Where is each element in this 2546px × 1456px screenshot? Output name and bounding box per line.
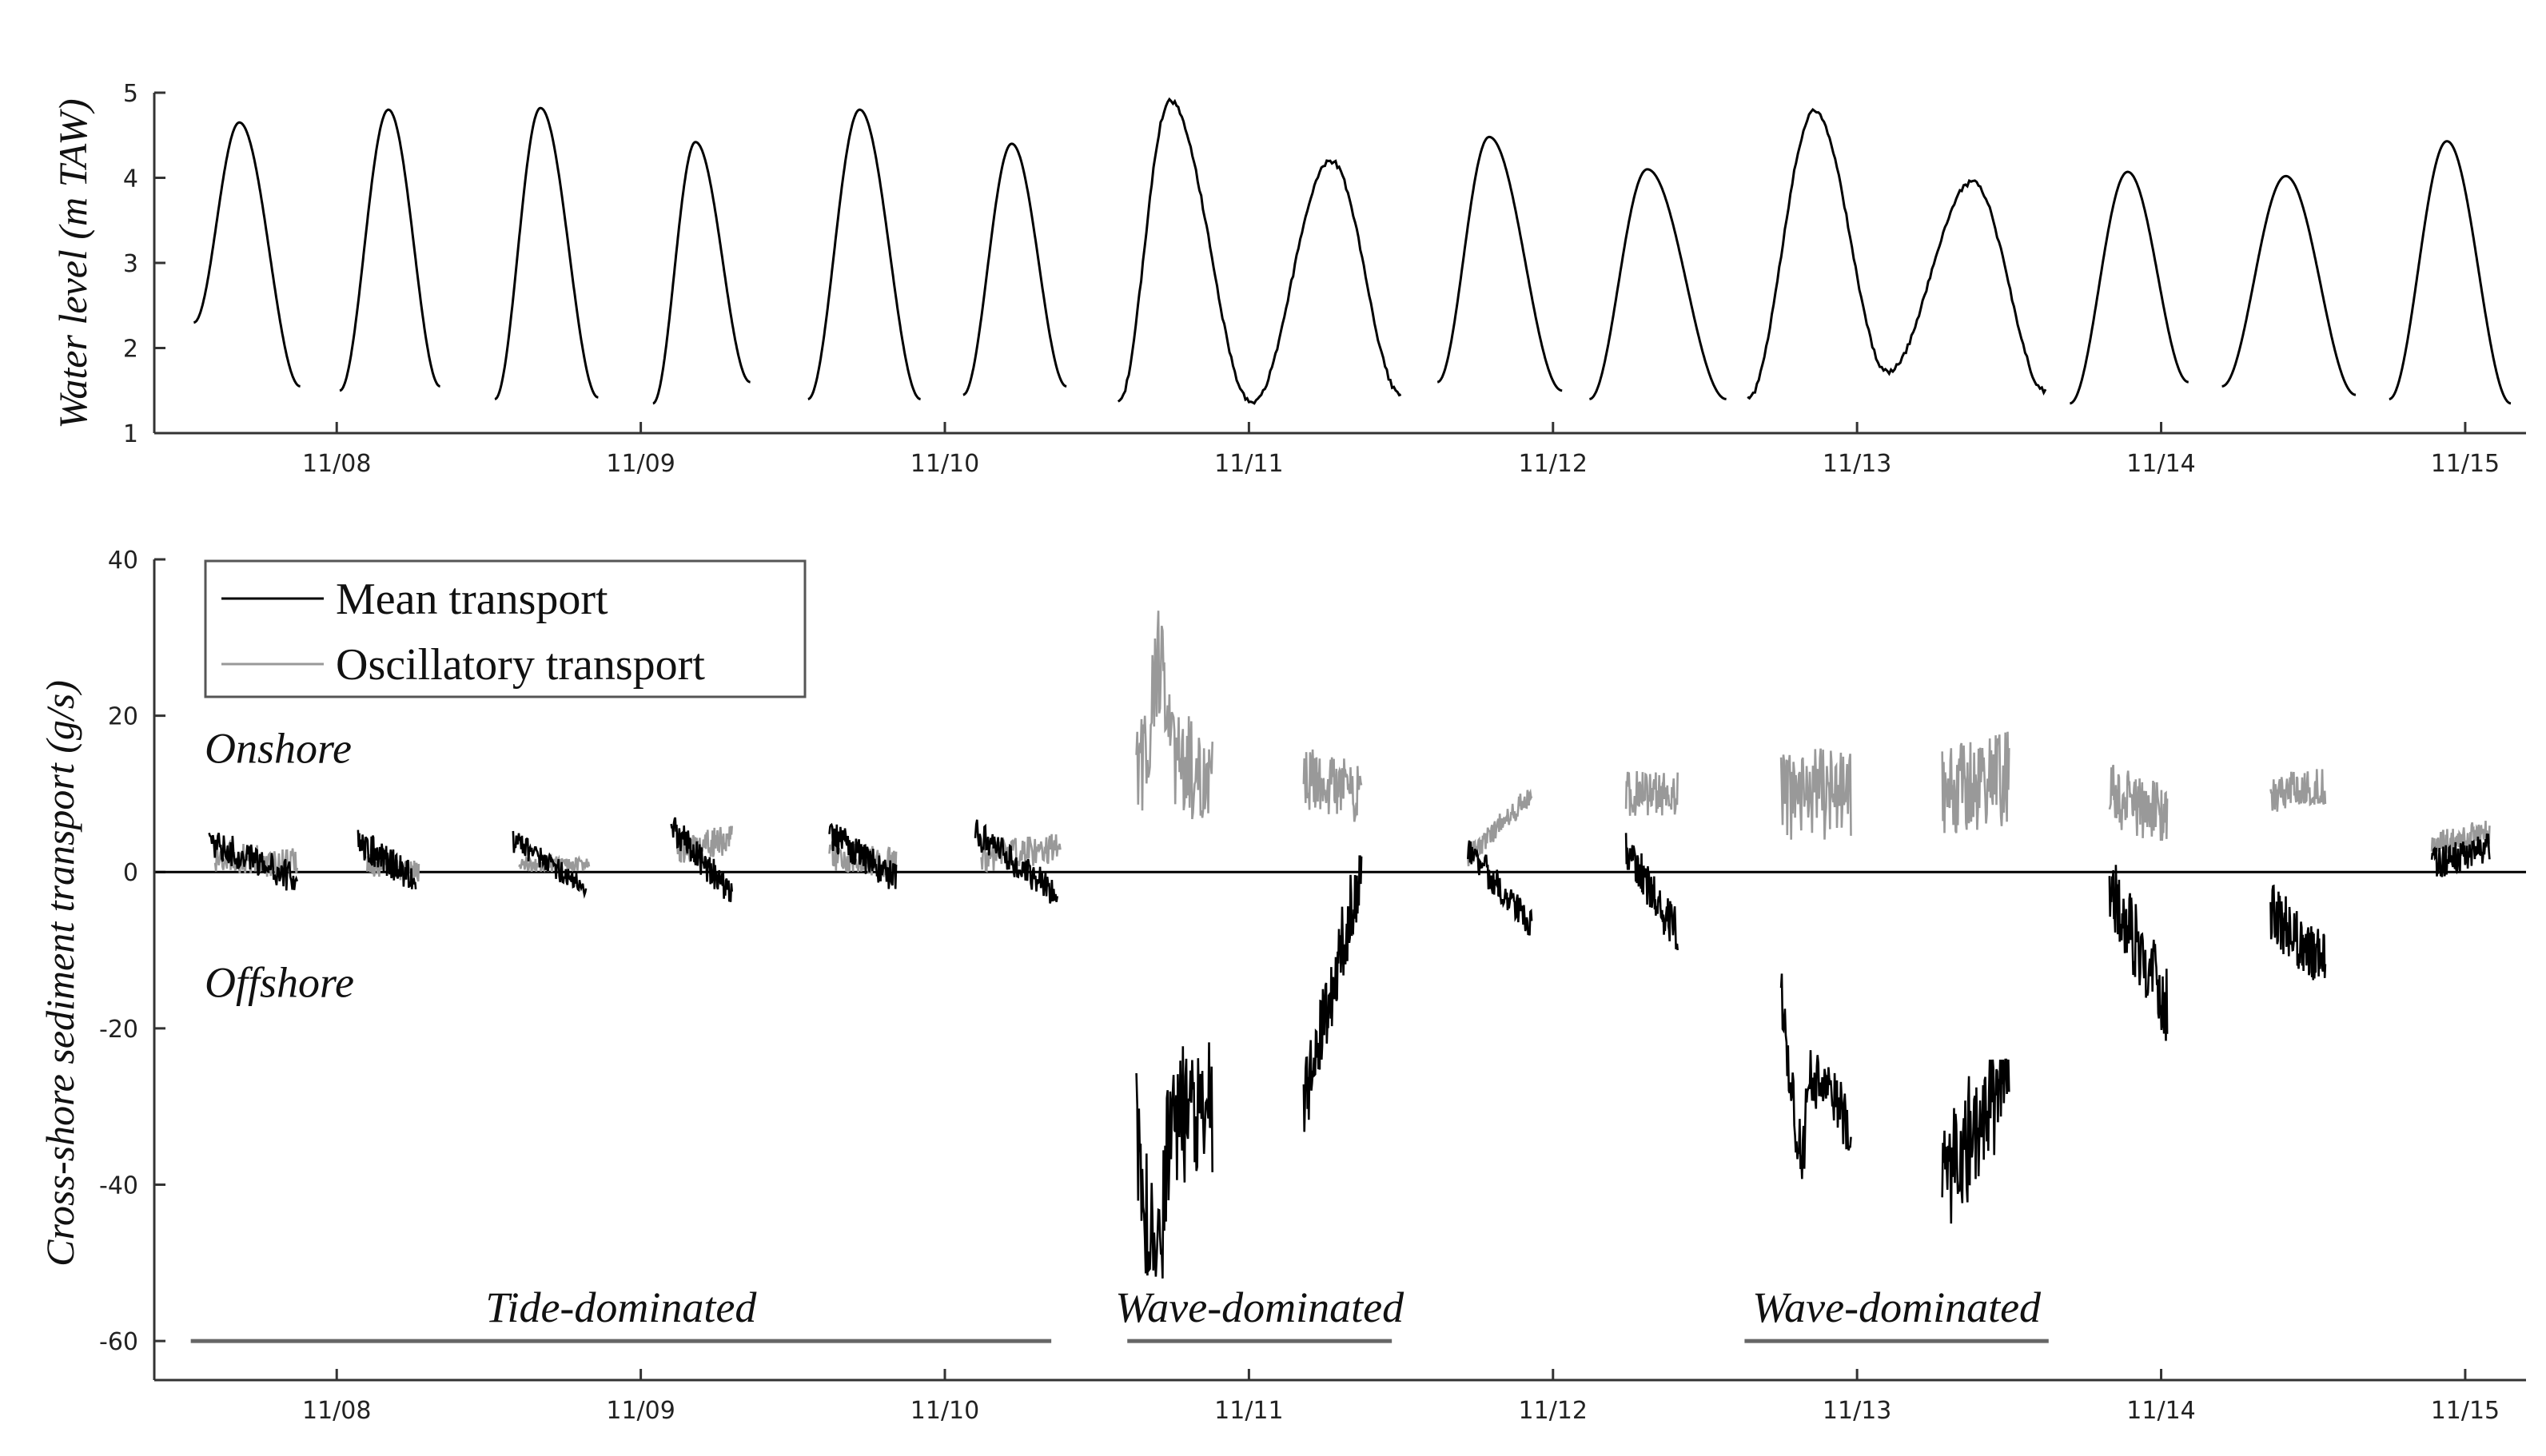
water-level-segment (1589, 168, 1727, 400)
water-level-segment (193, 121, 301, 388)
regime-label: Wave-dominated (1752, 1283, 2042, 1331)
water-level-x-tick-label: 11/09 (606, 450, 675, 478)
water-level-segment (494, 106, 599, 400)
mean-transport-burst (1941, 1058, 2010, 1224)
transport-y-tick-label: 40 (108, 547, 138, 575)
water-level-y-tick-label: 2 (123, 336, 138, 364)
direction-annotations: Onshore Offshore (205, 724, 354, 1006)
oscillatory-transport-burst (980, 833, 1062, 873)
legend: Mean transport Oscillatory transport (204, 559, 807, 698)
water-level-y-tick-label: 5 (123, 80, 138, 108)
water-level-x-tick-label: 11/14 (2126, 450, 2195, 478)
mean-transport-burst (1624, 833, 1679, 951)
water-level-x-tick-label: 11/08 (302, 450, 371, 478)
water-level-y-tick-label: 4 (123, 165, 138, 193)
mean-transport-burst (1302, 855, 1363, 1132)
water-level-y-ticks: 1 2 3 4 5 (123, 80, 165, 448)
mean-transport-burst (670, 817, 733, 902)
water-level-x-tick-label: 11/15 (2431, 450, 2500, 478)
water-level-segment (1117, 97, 1402, 405)
transport-x-tick-label: 11/09 (606, 1397, 675, 1425)
regime-label: Wave-dominated (1115, 1283, 1404, 1331)
transport-y-tick-label: -40 (99, 1172, 138, 1199)
transport-panel: 40 20 0 -20 -40 -60 11/08 11/09 11/10 11/11 11/12… (38, 547, 2526, 1425)
transport-y-tick-label: 0 (123, 859, 138, 887)
oscillatory-transport-burst (1624, 770, 1679, 816)
transport-x-tick-label: 11/08 (302, 1397, 371, 1425)
water-level-y-axis-label: Water level (m TAW) (50, 98, 95, 428)
mean-transport-burst (208, 832, 299, 891)
mean-transport-burst (1779, 973, 1852, 1180)
oscillatory-transport-burst (1941, 731, 2010, 833)
transport-x-tick-label: 11/13 (1823, 1397, 1891, 1425)
water-level-segment (2389, 140, 2512, 405)
water-level-x-tick-label: 11/12 (1519, 450, 1588, 478)
water-level-segment (962, 142, 1067, 396)
onshore-label: Onshore (205, 724, 352, 772)
oscillatory-transport-burst (1467, 788, 1533, 867)
oscillatory-transport-burst (518, 853, 591, 873)
water-level-segment (652, 141, 751, 405)
regime-label: Tide-dominated (485, 1283, 757, 1331)
transport-x-ticks: 11/08 11/09 11/10 11/11 11/12 11/13 11/14 11/15 (302, 1369, 2500, 1425)
mean-transport-burst (1135, 1042, 1213, 1279)
transport-y-tick-label: -60 (99, 1328, 138, 1356)
oscillatory-transport-burst (1302, 749, 1363, 822)
transport-y-axis-label: Cross-shore sediment transport (g/s) (38, 680, 82, 1267)
oscillatory-transport-burst (2108, 764, 2169, 841)
oscillatory-transport-burst (2269, 769, 2327, 812)
transport-y-tick-label: 20 (108, 703, 138, 731)
oscillatory-transport-burst (676, 825, 733, 863)
water-level-segment (2070, 170, 2189, 405)
transport-x-tick-label: 11/14 (2126, 1397, 2195, 1425)
mean-transport-burst (2430, 833, 2491, 877)
water-level-panel: 1 2 3 4 5 11/08 11/09 11/10 11/11 11/12 11/13 11/1… (50, 80, 2526, 478)
water-level-series (193, 97, 2512, 405)
mean-transport-burst (357, 829, 417, 889)
transport-x-tick-label: 11/11 (1214, 1397, 1283, 1425)
mean-transport-burst (2269, 884, 2327, 981)
offshore-label: Offshore (205, 959, 354, 1007)
mean-transport-burst (2108, 865, 2169, 1041)
water-level-y-tick-label: 3 (123, 250, 138, 278)
mean-transport-burst (512, 830, 588, 899)
water-level-x-tick-label: 11/10 (910, 450, 979, 478)
transport-y-ticks: 40 20 0 -20 -40 -60 (99, 547, 165, 1356)
water-level-segment (1747, 108, 2047, 400)
transport-y-tick-label: -20 (99, 1016, 138, 1044)
water-level-segment (339, 108, 440, 392)
mean-transport-burst (974, 819, 1058, 904)
transport-x-tick-label: 11/12 (1519, 1397, 1588, 1425)
legend-label-oscillatory-transport: Oscillatory transport (336, 640, 705, 690)
water-level-x-tick-label: 11/13 (1823, 450, 1891, 478)
legend-label-mean-transport: Mean transport (336, 575, 608, 624)
legend-box (204, 559, 807, 698)
mean-transport-burst (828, 822, 898, 889)
regime-bars: Tide-dominated Wave-dominated Wave-dominat… (190, 1283, 2049, 1343)
oscillatory-transport-burst (1779, 748, 1852, 840)
water-level-segment (807, 108, 921, 400)
mean-transport-series (208, 817, 2491, 1279)
water-level-y-tick-label: 1 (123, 420, 138, 448)
water-level-x-ticks: 11/08 11/09 11/10 11/11 11/12 11/13 11/14 11/15 (302, 422, 2500, 478)
oscillatory-transport-burst (1135, 611, 1213, 820)
water-level-segment (1436, 135, 1563, 392)
mean-transport-burst (1467, 840, 1533, 936)
transport-x-tick-label: 11/10 (910, 1397, 979, 1425)
transport-x-tick-label: 11/15 (2431, 1397, 2500, 1425)
water-level-x-tick-label: 11/11 (1214, 450, 1283, 478)
water-level-segment (2221, 174, 2357, 396)
